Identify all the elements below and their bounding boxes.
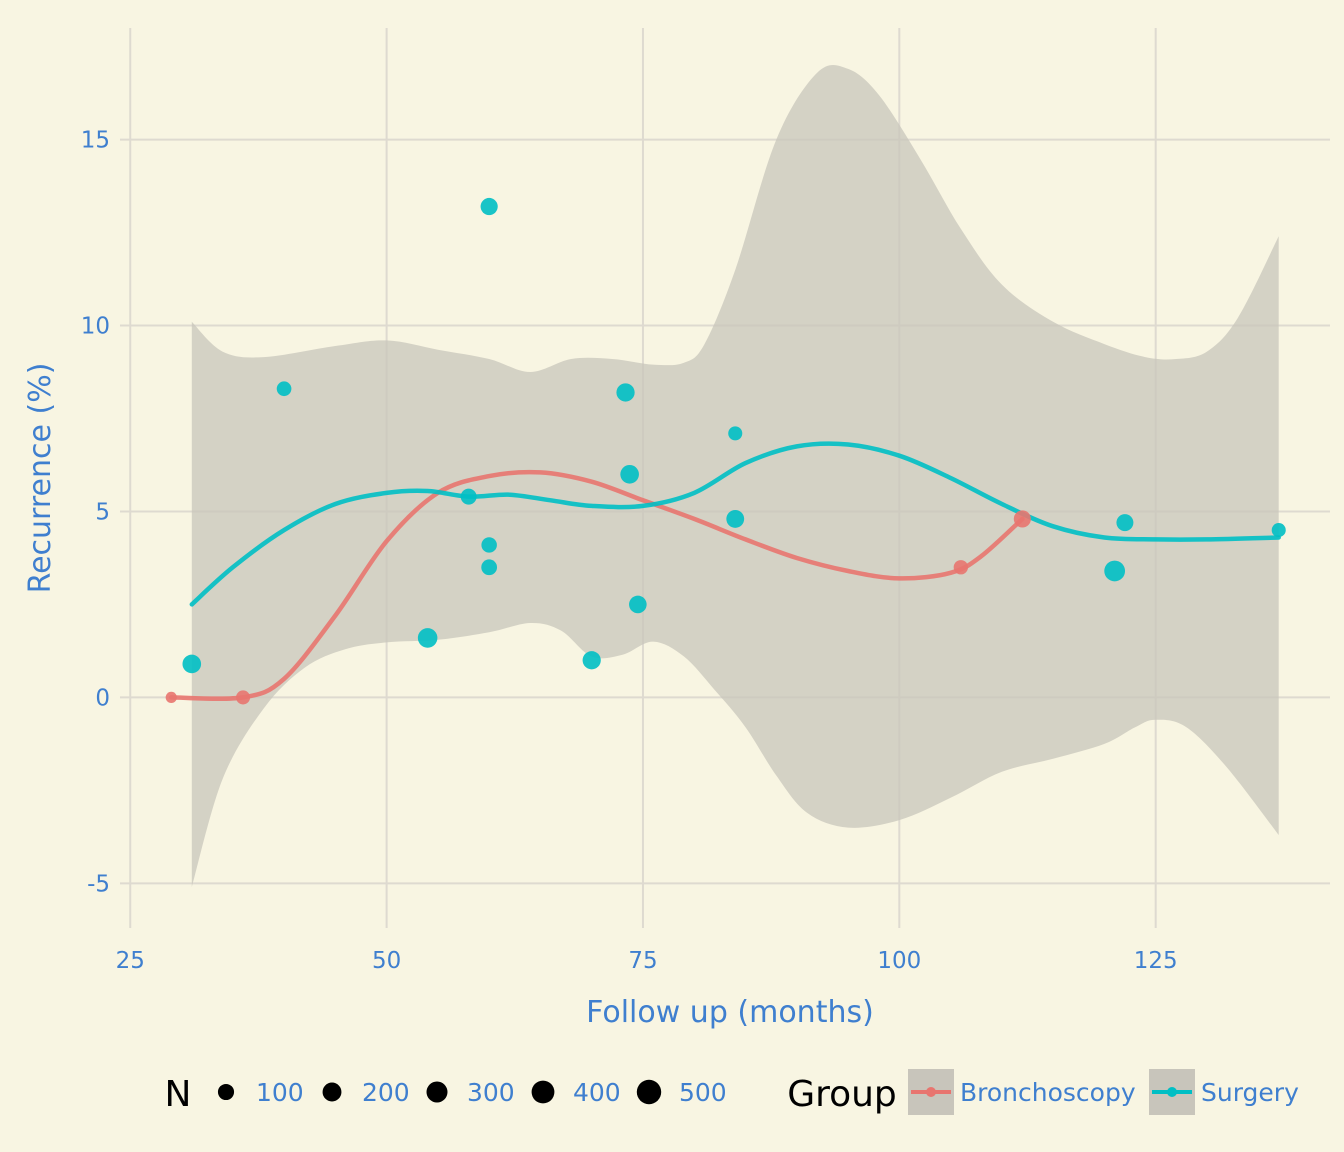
data-point-bronchoscopy [1013, 510, 1031, 528]
y-tick-label: -5 [87, 871, 110, 897]
y-tick-label: 15 [81, 128, 110, 154]
x-tick-label: 125 [1134, 948, 1178, 974]
confidence-ribbon-layer [191, 64, 1279, 888]
data-point-surgery [726, 510, 745, 528]
size-legend-label: 200 [362, 1078, 410, 1107]
data-point-surgery [481, 559, 498, 576]
confidence-ribbon-surgery [191, 64, 1279, 888]
x-tick-label: 100 [877, 948, 921, 974]
size-legend-label: 300 [467, 1078, 515, 1107]
size-legend-label: 100 [256, 1078, 304, 1107]
x-axis-ticks: 25 50 75 100 125 [116, 948, 1178, 974]
size-legend-label: 500 [679, 1078, 727, 1107]
x-tick-label: 75 [628, 948, 657, 974]
size-legend-title: N [165, 1074, 192, 1115]
size-legend-key [531, 1080, 555, 1104]
group-legend-label: Bronchoscopy [960, 1078, 1136, 1107]
data-point-surgery [728, 426, 743, 441]
data-point-surgery [481, 537, 497, 553]
data-point-bronchoscopy [953, 560, 969, 575]
group-legend-label: Surgery [1201, 1078, 1299, 1107]
data-point-bronchoscopy [236, 690, 251, 705]
data-point-surgery [480, 197, 498, 216]
x-tick-label: 50 [372, 948, 401, 974]
trend-lines-layer [169, 441, 1281, 702]
data-point-surgery [582, 651, 601, 670]
size-legend: 100 200 300 400 500 [217, 1078, 727, 1107]
data-point-surgery [1271, 523, 1286, 538]
size-legend-key [426, 1081, 448, 1103]
y-axis-title: Recurrence (%) [23, 363, 58, 594]
data-point-surgery [616, 383, 635, 402]
data-point-surgery [629, 595, 647, 614]
data-points-layer [165, 197, 1286, 705]
group-legend-key-point [1167, 1087, 1177, 1097]
y-axis-ticks: -5 0 5 10 15 [81, 128, 110, 898]
group-legend: Bronchoscopy Surgery [908, 1069, 1299, 1115]
size-legend-key [217, 1083, 235, 1101]
x-tick-label: 25 [116, 948, 145, 974]
data-point-surgery [460, 488, 477, 505]
y-tick-label: 0 [95, 685, 110, 711]
data-point-surgery [1104, 560, 1126, 582]
data-point-bronchoscopy [165, 691, 177, 704]
trend-line-bronchoscopy [169, 469, 1025, 702]
group-legend-title: Group [787, 1074, 897, 1115]
data-point-surgery [182, 654, 202, 674]
trend-line-surgery [189, 441, 1281, 607]
size-legend-label: 400 [573, 1078, 621, 1107]
y-tick-label: 5 [95, 499, 110, 525]
data-point-surgery [417, 628, 438, 648]
data-point-surgery [1116, 514, 1134, 532]
data-point-surgery [276, 381, 292, 397]
y-tick-label: 10 [81, 314, 110, 340]
size-legend-key [322, 1082, 342, 1102]
x-axis-title: Follow up (months) [586, 995, 874, 1030]
data-point-surgery [620, 464, 639, 484]
group-legend-key-point [926, 1087, 936, 1097]
size-legend-key [636, 1079, 662, 1105]
legend: N 100 200 300 400 500 Group Bronchoscopy Surg… [165, 1069, 1299, 1115]
